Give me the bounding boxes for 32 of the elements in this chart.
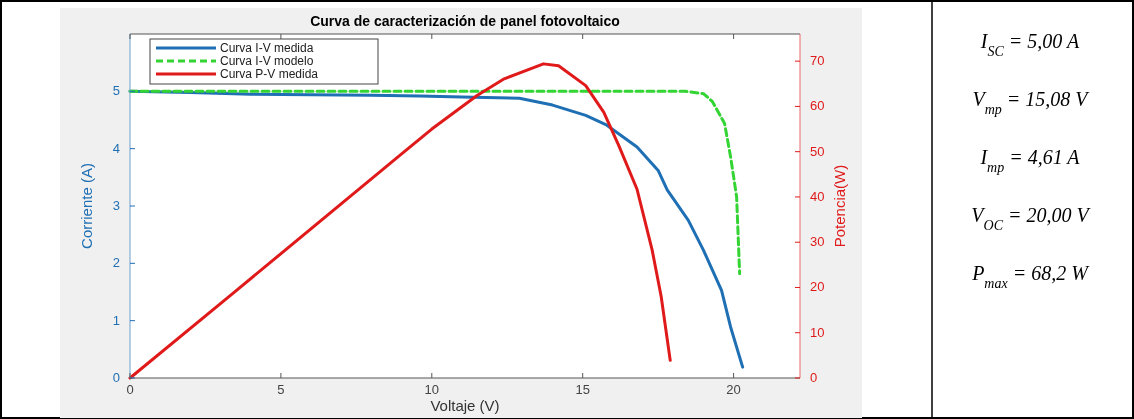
- x-axis-title: Voltaje (V): [430, 397, 500, 414]
- y2-axis-title: Potencia(W): [831, 164, 848, 248]
- y-axis-title: Corriente (A): [78, 163, 95, 249]
- y2-tick-label: 10: [810, 324, 825, 340]
- x-tick-label: 5: [277, 382, 285, 397]
- y-tick-label: 5: [112, 83, 120, 99]
- y2-tick-label: 60: [810, 98, 825, 114]
- text: I$_{SC}$ = 5,00 A: [979, 30, 1080, 59]
- x-tick-label: 20: [726, 382, 741, 397]
- y2-tick-label: 30: [810, 234, 825, 250]
- y2-tick-label: 70: [810, 53, 825, 69]
- x-tick-label: 15: [575, 382, 590, 397]
- y2-tick-label: 20: [810, 279, 825, 295]
- text: V$_{mp}$ = 15,08 V: [972, 88, 1091, 117]
- y-tick-label: 0: [112, 370, 120, 385]
- legend-label: Curva I-V modelo: [220, 54, 314, 68]
- x-tick-label: 10: [424, 382, 440, 397]
- y-tick-label: 3: [112, 198, 120, 213]
- legend-label: Curva I-V medida: [220, 41, 314, 55]
- line-series: [128, 89, 742, 276]
- y-tick-label: 4: [112, 140, 120, 156]
- y2-tick-label: 50: [810, 143, 825, 159]
- y-tick-label: 1: [112, 312, 120, 328]
- y2-tick-label: 0: [810, 370, 818, 385]
- x-tick-label: 0: [126, 382, 134, 397]
- chart-title: Curva de caracterización de panel fotovoltaico: [310, 13, 620, 29]
- y2-tick-label: 40: [810, 188, 825, 204]
- legend-label: Curva P-V medida: [220, 67, 319, 81]
- text: V$_{OC}$ = 20,00 V: [971, 204, 1092, 233]
- text: P$_{max}$ = 68,2 W: [971, 262, 1091, 291]
- y-tick-label: 2: [112, 255, 120, 271]
- text: I$_{mp}$ = 4,61 A: [979, 146, 1081, 175]
